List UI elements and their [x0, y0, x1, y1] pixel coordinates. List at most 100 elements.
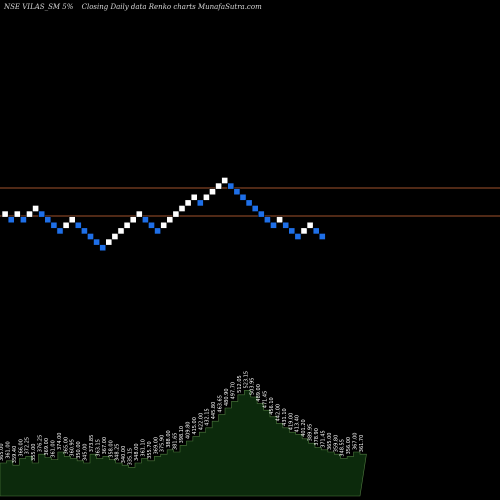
- volume-label: 456.10: [269, 397, 275, 415]
- up-brick: [105, 238, 113, 246]
- volume-label: 376.25: [38, 435, 44, 453]
- up-brick: [276, 216, 283, 224]
- volume-label: 419.00: [288, 413, 294, 431]
- down-brick: [7, 216, 15, 224]
- volume-label: 369.00: [44, 438, 50, 456]
- volume-label: 401.20: [301, 419, 307, 437]
- volume-label: 372.25: [25, 437, 31, 455]
- up-brick: [68, 216, 76, 224]
- down-brick: [142, 216, 149, 224]
- down-brick: [93, 238, 100, 246]
- down-brick: [263, 216, 271, 224]
- symbol-label: NSE VILAS_SM 5%: [4, 3, 74, 11]
- volume-label: 503.95: [250, 378, 256, 396]
- volume-label: 442.00: [275, 404, 281, 422]
- up-brick: [62, 221, 70, 229]
- volume-label: 415.00: [192, 417, 198, 435]
- volume-label: 398.10: [179, 426, 185, 444]
- volume-label: 366.00: [18, 439, 24, 457]
- up-brick: [111, 233, 119, 240]
- volume-label: 355.70: [147, 441, 153, 459]
- down-brick: [56, 227, 64, 235]
- volume-label: 432.15: [205, 408, 211, 426]
- renko-bricks: [1, 177, 326, 252]
- down-brick: [312, 227, 320, 235]
- down-brick: [257, 210, 265, 218]
- down-brick: [233, 188, 241, 196]
- down-brick: [245, 199, 253, 207]
- up-brick: [209, 188, 216, 196]
- volume-label: 348.55: [340, 439, 346, 457]
- volume-label: 345.00: [83, 444, 89, 462]
- volume-label: 361.00: [50, 440, 56, 458]
- down-brick: [81, 227, 88, 235]
- volume-label: 431.10: [282, 408, 288, 426]
- volume-label: 358.00: [108, 440, 114, 458]
- volume-label: 359.40: [12, 446, 18, 464]
- volume-label: 375.90: [160, 435, 166, 453]
- down-brick: [99, 244, 107, 252]
- up-brick: [129, 216, 137, 224]
- down-brick: [44, 216, 52, 224]
- volume-label: 463.65: [218, 395, 224, 413]
- volume-label: 361.70: [359, 435, 365, 453]
- chart-title: Closing Daily data Renko charts MunafaSu…: [81, 3, 262, 11]
- volume-label: 365.00: [0, 444, 5, 462]
- volume-label: 471.45: [263, 391, 269, 409]
- reference-lines: [0, 187, 500, 217]
- down-brick: [239, 193, 247, 201]
- volume-panel: [0, 390, 367, 497]
- volume-label: 409.80: [185, 422, 191, 440]
- up-brick: [135, 210, 143, 218]
- volume-label: 340.00: [121, 446, 127, 464]
- up-brick: [178, 205, 186, 212]
- volume-label: 497.70: [230, 382, 236, 400]
- down-brick: [74, 221, 82, 229]
- volume-label: 512.05: [237, 375, 243, 393]
- down-brick: [148, 221, 155, 229]
- volume-label: 422.00: [198, 413, 204, 431]
- volume-label: 367.00: [353, 433, 359, 451]
- volume-label: 355.00: [31, 444, 37, 462]
- down-brick: [154, 227, 161, 235]
- down-brick: [38, 210, 46, 218]
- volume-label: 367.00: [102, 437, 108, 455]
- volume-label: 365.00: [63, 437, 69, 455]
- up-brick: [172, 210, 180, 218]
- up-brick: [184, 199, 192, 207]
- volume-label: 445.80: [211, 402, 217, 420]
- volume-label: 371.45: [320, 430, 326, 448]
- volume-label: 359.80: [333, 435, 339, 453]
- volume-label: 356.00: [346, 437, 352, 455]
- up-brick: [117, 227, 125, 235]
- down-brick: [282, 221, 290, 229]
- down-brick: [294, 233, 302, 240]
- volume-label: 489.00: [256, 384, 262, 402]
- volume-label: 363.15: [95, 439, 101, 457]
- up-brick: [190, 193, 198, 201]
- up-brick: [13, 210, 21, 218]
- up-brick: [306, 221, 314, 229]
- volume-labels: 365.00 361.00 359.40 366.00 372.25 355.00376.…: [0, 371, 365, 465]
- up-brick: [166, 216, 174, 224]
- volume-label: 361.10: [140, 439, 146, 457]
- volume-label: 373.85: [89, 435, 95, 453]
- volume-label: 480.90: [224, 389, 230, 407]
- down-brick: [87, 233, 94, 240]
- volume-label: 348.25: [115, 444, 121, 462]
- volume-label: 360.95: [70, 439, 76, 457]
- up-brick: [203, 193, 210, 201]
- down-brick: [270, 221, 277, 229]
- up-brick: [1, 210, 9, 218]
- volume-label: 381.65: [173, 433, 179, 451]
- volume-label: 389.95: [308, 424, 314, 442]
- volume-label: 369.00: [153, 437, 159, 455]
- down-brick: [227, 182, 235, 190]
- down-brick: [196, 199, 204, 207]
- down-brick: [251, 205, 259, 212]
- chart-header: NSE VILAS_SM 5% Closing Daily data Renko…: [4, 3, 268, 11]
- up-brick: [32, 205, 39, 212]
- up-brick: [160, 221, 168, 229]
- volume-area: [0, 390, 367, 497]
